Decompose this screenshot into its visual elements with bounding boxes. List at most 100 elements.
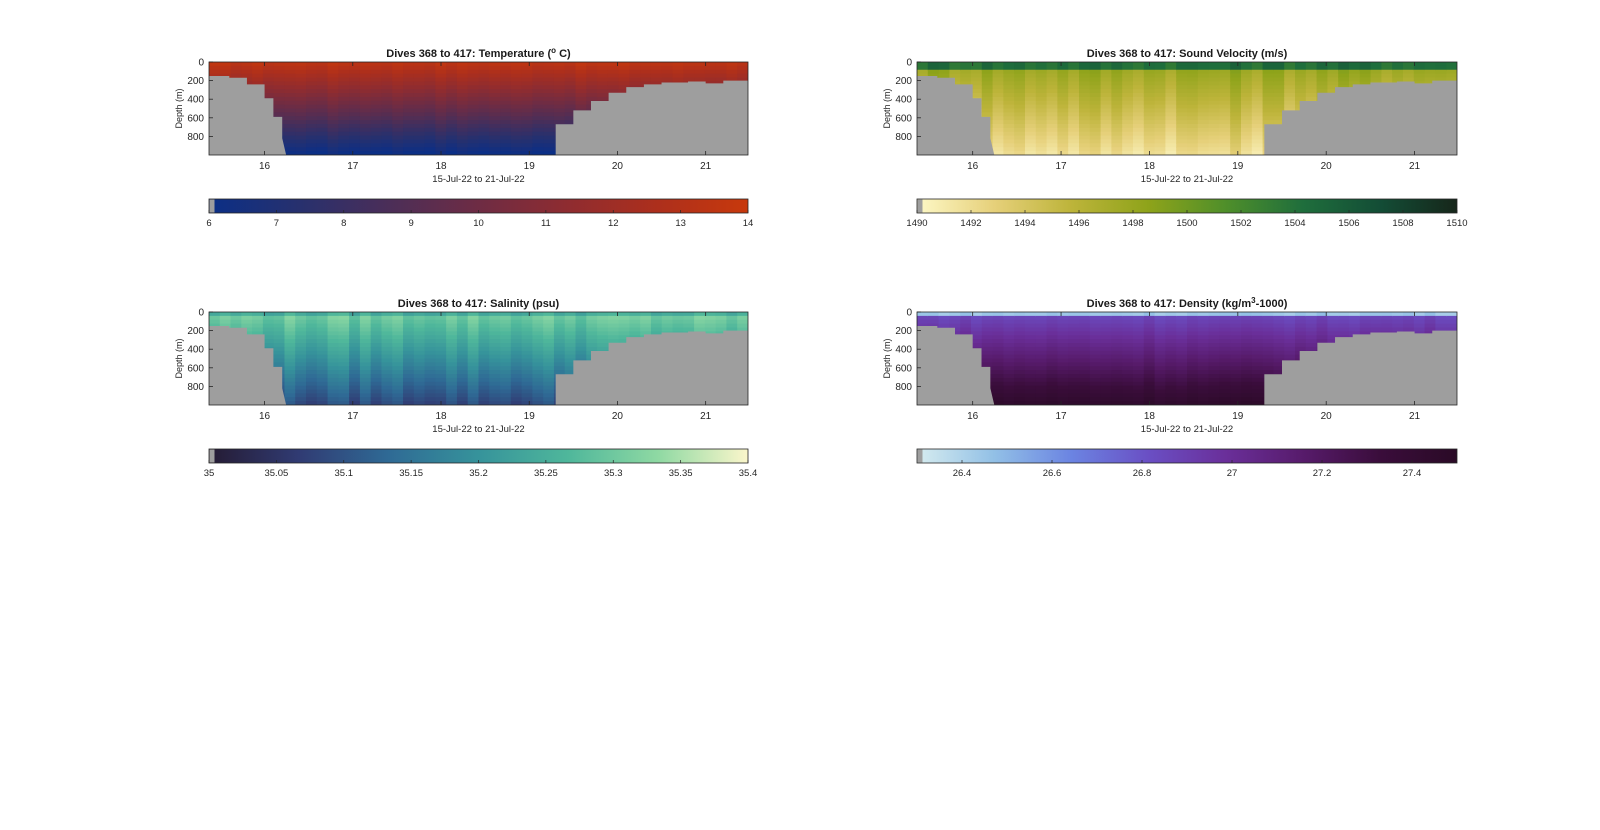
heatmap-cell bbox=[992, 346, 1004, 352]
heatmap-cell bbox=[413, 362, 426, 367]
heatmap-cell bbox=[1197, 131, 1210, 137]
heatmap-cell bbox=[1176, 370, 1188, 375]
heatmap-cell bbox=[960, 69, 972, 75]
heatmap-cell bbox=[1219, 339, 1231, 344]
heatmap-cell bbox=[1133, 354, 1145, 360]
heatmap-cell bbox=[1208, 350, 1220, 356]
heatmap-cell bbox=[1187, 335, 1199, 340]
heatmap-cell bbox=[1111, 124, 1123, 129]
heatmap-cell bbox=[1046, 104, 1058, 110]
heatmap-cell bbox=[1208, 139, 1220, 144]
heatmap-cell bbox=[532, 81, 544, 86]
heatmap-cell bbox=[1197, 354, 1210, 360]
heatmap-cell bbox=[327, 397, 339, 402]
heatmap-cell bbox=[338, 81, 350, 86]
heatmap-cell bbox=[1111, 366, 1123, 371]
heatmap-cell bbox=[726, 323, 738, 329]
heatmap-cell bbox=[446, 339, 458, 344]
heatmap-cell bbox=[1046, 85, 1058, 90]
heatmap-cell bbox=[521, 85, 533, 90]
heatmap-cell bbox=[1424, 319, 1436, 325]
heatmap-cell bbox=[650, 312, 663, 317]
heatmap-cell bbox=[1219, 69, 1231, 75]
heatmap-cell bbox=[1057, 397, 1069, 402]
heatmap-cell bbox=[456, 96, 469, 102]
heatmap-cell bbox=[500, 370, 512, 375]
heatmap-cell bbox=[1165, 354, 1177, 360]
heatmap-cell bbox=[316, 89, 329, 94]
heatmap-cell bbox=[1003, 143, 1015, 148]
heatmap-cell bbox=[1122, 385, 1134, 391]
heatmap-cell bbox=[219, 323, 232, 329]
heatmap-cell bbox=[1143, 131, 1156, 137]
heatmap-cell bbox=[992, 312, 1004, 317]
heatmap-cell bbox=[306, 81, 318, 86]
heatmap-cell bbox=[1014, 335, 1026, 340]
heatmap-cell bbox=[1424, 65, 1436, 71]
heatmap-cell bbox=[1111, 85, 1123, 90]
heatmap-cell bbox=[1424, 312, 1436, 317]
heatmap-cell bbox=[1143, 112, 1156, 117]
heatmap-cell bbox=[1025, 401, 1037, 405]
heatmap-cell bbox=[1176, 100, 1188, 106]
heatmap-cell bbox=[316, 112, 329, 117]
heatmap-cell bbox=[1187, 85, 1199, 90]
heatmap-cell bbox=[1154, 151, 1166, 155]
heatmap-cell bbox=[306, 370, 318, 375]
heatmap-cell bbox=[316, 131, 329, 137]
heatmap-cell bbox=[1446, 323, 1457, 329]
heatmap-cell bbox=[1035, 319, 1048, 325]
heatmap-cell bbox=[316, 108, 329, 113]
colorbar-tick-label: 1500 bbox=[1176, 218, 1197, 229]
heatmap-cell bbox=[1143, 73, 1156, 79]
heatmap-cell bbox=[467, 69, 480, 75]
heatmap-cell bbox=[478, 401, 490, 405]
heatmap-cell bbox=[661, 319, 674, 325]
heatmap-cell bbox=[1122, 73, 1134, 79]
heatmap-cell bbox=[737, 323, 748, 329]
heatmap-cell bbox=[949, 65, 961, 71]
heatmap-cell bbox=[1230, 89, 1242, 94]
heatmap-cell bbox=[1273, 93, 1285, 98]
heatmap-cell bbox=[435, 112, 447, 117]
colorbar-tick-label: 12 bbox=[608, 218, 619, 229]
heatmap-cell bbox=[1176, 65, 1188, 71]
colorbar-tick-label: 1502 bbox=[1230, 218, 1251, 229]
heatmap-cell bbox=[1014, 393, 1026, 398]
heatmap-cell bbox=[1089, 385, 1102, 391]
heatmap-cell bbox=[1122, 62, 1134, 67]
heatmap-cell bbox=[413, 89, 426, 94]
heatmap-cell bbox=[1122, 124, 1134, 129]
heatmap-cell bbox=[597, 315, 609, 321]
heatmap-cell bbox=[575, 335, 587, 340]
heatmap-cell bbox=[532, 73, 544, 79]
heatmap-cell bbox=[1338, 81, 1350, 86]
heatmap-cell bbox=[295, 131, 307, 137]
heatmap-cell bbox=[1176, 135, 1188, 141]
heatmap-cell bbox=[359, 116, 372, 121]
heatmap-cell bbox=[1392, 69, 1404, 75]
heatmap-cell bbox=[1003, 389, 1015, 394]
heatmap-cell bbox=[392, 104, 404, 110]
heatmap-cell bbox=[446, 393, 458, 398]
heatmap-cell bbox=[1197, 401, 1210, 405]
heatmap-cell bbox=[1327, 323, 1339, 329]
heatmap-cell bbox=[1035, 385, 1048, 391]
heatmap-cell bbox=[359, 104, 372, 110]
heatmap-cell bbox=[532, 100, 544, 106]
heatmap-cell bbox=[478, 381, 490, 387]
heatmap-cell bbox=[971, 343, 983, 348]
heatmap-cell bbox=[1241, 96, 1253, 102]
heatmap-cell bbox=[510, 350, 523, 356]
heatmap-cell bbox=[650, 323, 663, 329]
heatmap-cell bbox=[489, 112, 501, 117]
heatmap-cell bbox=[981, 350, 994, 356]
heatmap-cell bbox=[1100, 151, 1112, 155]
heatmap-cell bbox=[219, 69, 232, 75]
heatmap-cell bbox=[543, 346, 555, 352]
heatmap-cell bbox=[478, 89, 490, 94]
heatmap-cell bbox=[532, 104, 544, 110]
heatmap-cell bbox=[532, 120, 544, 125]
heatmap-cell bbox=[338, 389, 350, 394]
heatmap-cell bbox=[467, 374, 480, 379]
